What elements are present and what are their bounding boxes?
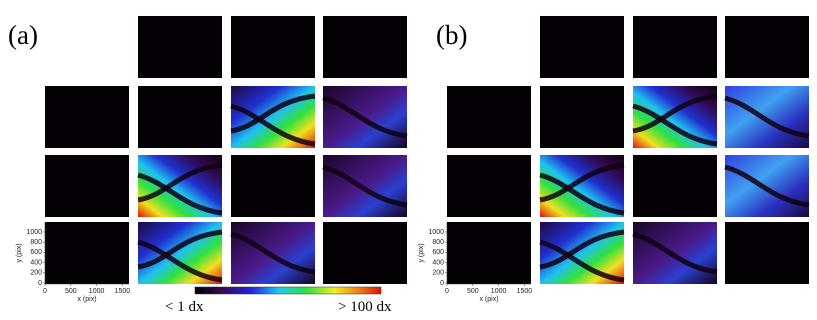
colorbar-min-label: < 1 dx [165, 299, 204, 315]
heatmap-ridge [230, 103, 316, 147]
heatmap-ridge [539, 229, 625, 270]
heatmap-cell [633, 155, 717, 217]
heatmap-cell [725, 86, 809, 148]
heatmap-ridge [230, 231, 316, 275]
heatmap-cell [633, 222, 717, 284]
colorbar [194, 286, 382, 295]
y-tick-label: 1000 [428, 229, 444, 236]
heatmap-cell [540, 16, 624, 78]
heatmap-cell [725, 155, 809, 217]
heatmap-ridge [137, 172, 223, 216]
heatmap-cell [447, 222, 531, 284]
x-axis-label: x (pix) [479, 296, 498, 303]
y-tick-label: 200 [432, 270, 444, 277]
heatmap-cell [725, 16, 809, 78]
x-tick-label: 1000 [491, 288, 507, 295]
heatmap-cell [725, 222, 809, 284]
heatmap-cell [138, 155, 222, 217]
x-axis-label: x (pix) [77, 296, 96, 303]
y-tick-label: 600 [30, 249, 42, 256]
y-axis-label: y (pix) [16, 243, 23, 262]
heatmap-ridge [137, 162, 223, 203]
y-axis-label: y (pix) [418, 243, 425, 262]
heatmap-ridge [632, 103, 718, 147]
heatmap-cell [231, 222, 315, 284]
x-tick-label: 1000 [89, 288, 105, 295]
heatmap-ridge [539, 239, 625, 283]
heatmap-ridge [632, 93, 718, 134]
heatmap-ridge [322, 95, 408, 139]
y-tick-label: 200 [30, 270, 42, 277]
heatmap-cell [138, 222, 222, 284]
heatmap-cell [45, 86, 129, 148]
heatmap-ridge [137, 239, 223, 283]
heatmap-cell [323, 222, 407, 284]
y-tick-label: 0 [38, 280, 42, 287]
heatmap-ridge [230, 93, 316, 134]
x-tick-label: 0 [445, 288, 449, 295]
heatmap-ridge [539, 162, 625, 203]
heatmap-cell [138, 16, 222, 78]
y-tick-label: 400 [30, 259, 42, 266]
heatmap-cell [540, 155, 624, 217]
heatmap-cell [633, 86, 717, 148]
heatmap-cell [45, 222, 129, 284]
heatmap-cell [231, 155, 315, 217]
y-tick-label: 1000 [26, 229, 42, 236]
heatmap-cell [231, 16, 315, 78]
heatmap-cell [323, 155, 407, 217]
y-tick-label: 0 [440, 280, 444, 287]
heatmap-cell [45, 155, 129, 217]
heatmap-ridge [632, 231, 718, 275]
heatmap-cell [447, 86, 531, 148]
heatmap-cell [447, 155, 531, 217]
heatmap-cell [138, 86, 222, 148]
x-tick-label: 1500 [115, 288, 131, 295]
heatmap-ridge [322, 164, 408, 208]
panel-grid [45, 16, 810, 284]
panel-label: (b) [436, 20, 467, 50]
x-tick-label: 500 [65, 288, 77, 295]
heatmap-ridge [724, 95, 810, 139]
heatmap-cell [540, 86, 624, 148]
y-tick-label: 800 [30, 239, 42, 246]
x-tick-label: 1500 [517, 288, 533, 295]
heatmap-cell [231, 86, 315, 148]
heatmap-cell [633, 16, 717, 78]
y-tick-label: 600 [432, 249, 444, 256]
heatmap-cell [540, 222, 624, 284]
heatmap-ridge [137, 229, 223, 270]
y-tick-label: 400 [432, 259, 444, 266]
heatmap-cell [323, 86, 407, 148]
heatmap-ridge [724, 164, 810, 208]
x-tick-label: 500 [467, 288, 479, 295]
y-tick-label: 800 [432, 239, 444, 246]
heatmap-cell [323, 16, 407, 78]
heatmap-ridge [539, 172, 625, 216]
x-tick-label: 0 [43, 288, 47, 295]
colorbar-max-label: > 100 dx [338, 299, 392, 315]
panel-label: (a) [8, 20, 38, 50]
